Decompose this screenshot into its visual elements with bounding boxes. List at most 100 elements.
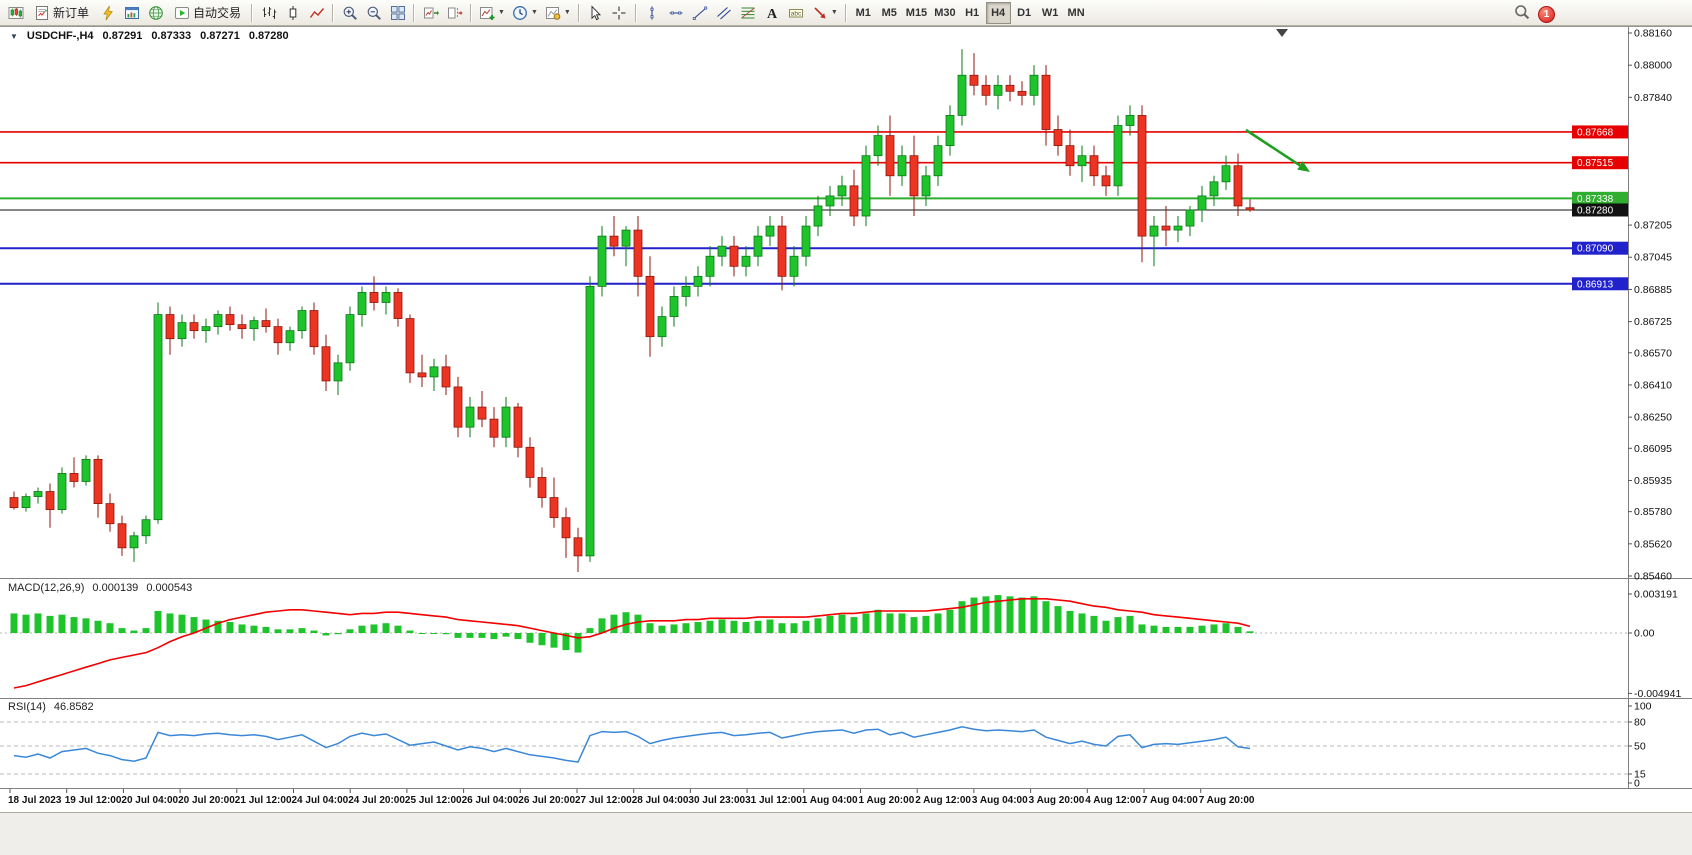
macd-title: MACD(12,26,9) bbox=[8, 582, 85, 594]
zoom-out-button[interactable] bbox=[362, 2, 385, 24]
price-lines-layer[interactable] bbox=[0, 131, 1628, 285]
indicators-icon bbox=[479, 5, 495, 21]
zoom-in-button[interactable] bbox=[338, 2, 361, 24]
toolbar-separator bbox=[470, 3, 473, 22]
trend-arrow-annotation[interactable] bbox=[1245, 128, 1310, 172]
svg-text:0.86885: 0.86885 bbox=[1634, 284, 1672, 296]
new-order-button[interactable]: 新订单 bbox=[28, 2, 95, 24]
price-axis[interactable]: 0.88160 0.88000 0.87840 0.87205 0.87045 0.868… bbox=[1628, 28, 1672, 583]
chart-shift-button[interactable] bbox=[443, 2, 466, 24]
timeframe-mn-button[interactable]: MN bbox=[1064, 2, 1089, 24]
fibonacci-retracement-button[interactable] bbox=[737, 2, 760, 24]
auto-scroll-button[interactable] bbox=[419, 2, 442, 24]
periods-button[interactable]: ▼ bbox=[509, 2, 541, 24]
timeframe-d1-button[interactable]: D1 bbox=[1012, 2, 1037, 24]
svg-text:30 Jul 23:00: 30 Jul 23:00 bbox=[688, 795, 745, 806]
svg-text:abc: abc bbox=[791, 10, 802, 17]
svg-text:A: A bbox=[767, 7, 778, 21]
equidistant-channel-button[interactable] bbox=[713, 2, 736, 24]
svg-text:0: 0 bbox=[1634, 778, 1640, 790]
svg-text:0.86250: 0.86250 bbox=[1634, 412, 1672, 424]
search-icon[interactable] bbox=[1514, 4, 1530, 25]
chart-symbol-ohlc: ▼ USDCHF-,H4 0.87291 0.87333 0.87271 0.8… bbox=[10, 30, 289, 42]
toolbar-separator bbox=[634, 3, 637, 22]
terminal-window-button[interactable] bbox=[120, 2, 143, 24]
macd-indicator-label: MACD(12,26,9) 0.000139 0.000543 bbox=[8, 582, 192, 594]
tile-windows-button[interactable] bbox=[386, 2, 409, 24]
timeframe-h1-button[interactable]: H1 bbox=[960, 2, 985, 24]
templates-button[interactable]: ▼ bbox=[542, 2, 574, 24]
notification-badge[interactable]: 1 bbox=[1538, 6, 1555, 23]
svg-text:3 Aug 20:00: 3 Aug 20:00 bbox=[1029, 795, 1085, 806]
svg-text:25 Jul 12:00: 25 Jul 12:00 bbox=[405, 795, 462, 806]
svg-text:1 Aug 04:00: 1 Aug 04:00 bbox=[802, 795, 858, 806]
timeframe-m5-button[interactable]: M5 bbox=[877, 2, 902, 24]
time-axis[interactable]: 18 Jul 2023 19 Jul 12:00 20 Jul 04:00 20 Ju… bbox=[8, 789, 1255, 806]
candlestick-chart-button[interactable] bbox=[281, 2, 304, 24]
new-order-icon bbox=[34, 5, 50, 21]
text-icon: A bbox=[764, 5, 780, 22]
text-button[interactable]: A bbox=[761, 2, 784, 24]
arrow-objects-button[interactable]: ▼ bbox=[809, 2, 841, 24]
svg-text:80: 80 bbox=[1634, 717, 1646, 729]
tile-windows-icon bbox=[390, 5, 406, 21]
svg-text:20 Jul 20:00: 20 Jul 20:00 bbox=[178, 795, 235, 806]
chevron-down-icon: ▼ bbox=[498, 9, 505, 16]
strategy-tester-button[interactable] bbox=[144, 2, 167, 24]
zoom-in-icon bbox=[342, 5, 358, 21]
horizontal-line-button[interactable] bbox=[665, 2, 688, 24]
line-chart-icon bbox=[309, 5, 325, 21]
svg-text:0.86725: 0.86725 bbox=[1634, 316, 1672, 328]
timeframe-m5-label: M5 bbox=[881, 6, 897, 19]
svg-text:1 Aug 20:00: 1 Aug 20:00 bbox=[859, 795, 915, 806]
new-chart-button[interactable] bbox=[4, 2, 27, 24]
chevron-down-icon: ▼ bbox=[830, 9, 838, 16]
vertical-line-button[interactable] bbox=[641, 2, 664, 24]
chevron-down-icon: ▼ bbox=[530, 9, 538, 16]
timeframe-h1-label: H1 bbox=[965, 6, 980, 19]
cursor-button[interactable] bbox=[584, 2, 607, 24]
expert-advisors-button[interactable] bbox=[96, 2, 119, 24]
macd-axis[interactable]: 0.003191 0.00 -0.004941 bbox=[1628, 588, 1681, 700]
text-label-button[interactable]: abc bbox=[785, 2, 808, 24]
crosshair-button[interactable] bbox=[608, 2, 631, 24]
rsi-axis[interactable]: 100 80 50 150 bbox=[1628, 701, 1652, 790]
svg-text:0.003191: 0.003191 bbox=[1634, 588, 1678, 600]
periods-icon bbox=[512, 5, 528, 21]
timeframe-m30-button[interactable]: M30 bbox=[931, 2, 958, 24]
trendline-button[interactable] bbox=[689, 2, 712, 24]
timeframe-m15-label: M15 bbox=[905, 6, 928, 19]
ohlc-close: 0.87280 bbox=[248, 30, 289, 42]
indicators-button[interactable]: ▼ bbox=[476, 2, 508, 24]
chart-shift-marker[interactable] bbox=[1276, 29, 1288, 37]
line-chart-button[interactable] bbox=[305, 2, 328, 24]
timeframe-m15-button[interactable]: M15 bbox=[903, 2, 930, 24]
chart-menu-triangle-icon[interactable]: ▼ bbox=[10, 31, 18, 41]
svg-text:24 Jul 04:00: 24 Jul 04:00 bbox=[292, 795, 349, 806]
timeframe-m1-label: M1 bbox=[855, 6, 871, 19]
timeframe-h4-button[interactable]: H4 bbox=[985, 1, 1011, 24]
text-label-icon: abc bbox=[788, 5, 804, 21]
strategy-tester-icon bbox=[148, 5, 164, 21]
svg-text:7 Aug 20:00: 7 Aug 20:00 bbox=[1199, 795, 1255, 806]
chart-canvas[interactable]: 0.88160 0.88000 0.87840 0.87205 0.87045 0.868… bbox=[0, 26, 1692, 812]
svg-text:0.85780: 0.85780 bbox=[1634, 506, 1672, 518]
toolbar-right-group: 1 bbox=[1514, 4, 1555, 25]
autotrading-button[interactable]: 自动交易 bbox=[168, 2, 247, 24]
timeframe-w1-label: W1 bbox=[1041, 6, 1059, 19]
timeframe-m1-button[interactable]: M1 bbox=[851, 2, 876, 24]
svg-text:0.85460: 0.85460 bbox=[1634, 571, 1672, 583]
svg-text:0.85620: 0.85620 bbox=[1634, 538, 1672, 550]
toolbar-separator bbox=[577, 3, 580, 22]
cursor-icon bbox=[587, 4, 603, 21]
fibonacci-retracement-icon bbox=[740, 5, 756, 21]
svg-text:-0.004941: -0.004941 bbox=[1634, 688, 1681, 700]
svg-text:21 Jul 12:00: 21 Jul 12:00 bbox=[235, 795, 292, 806]
timeframe-d1-label: D1 bbox=[1017, 6, 1032, 19]
rsi-title: RSI(14) bbox=[8, 701, 46, 713]
bar-chart-button[interactable] bbox=[257, 2, 280, 24]
svg-text:0.00: 0.00 bbox=[1634, 628, 1655, 640]
timeframe-w1-button[interactable]: W1 bbox=[1038, 2, 1063, 24]
svg-text:31 Jul 12:00: 31 Jul 12:00 bbox=[745, 795, 802, 806]
